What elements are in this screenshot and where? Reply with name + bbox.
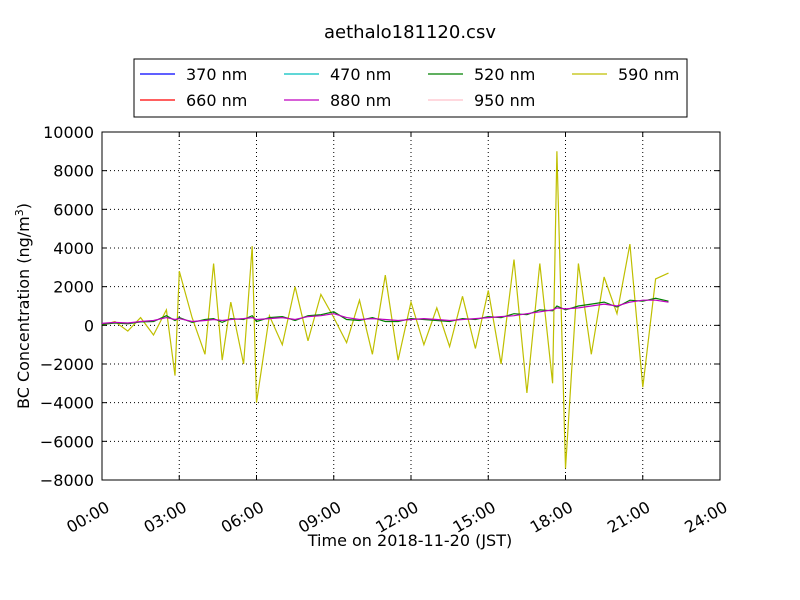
legend-label: 590 nm	[618, 65, 679, 84]
y-tick-label: 2000	[53, 278, 94, 297]
y-axis-label-main: BC Concentration (ng/m	[14, 216, 33, 409]
x-axis-label: Time on 2018-11-20 (JST)	[307, 531, 512, 550]
legend-label: 950 nm	[474, 91, 535, 110]
y-axis-ticks: 10000 8000 6000 4000 2000 0 −2000 −4000 −6000 −80…	[40, 123, 720, 490]
legend-label: 520 nm	[474, 65, 535, 84]
x-tick-label: 18:00	[527, 497, 576, 537]
x-tick-label: 24:00	[681, 497, 730, 537]
legend: 370 nm 470 nm 520 nm 590 nm 660 nm 880 nm 950 …	[133, 58, 688, 118]
y-tick-label: −8000	[40, 471, 94, 490]
chart-title: aethalo181120.csv	[324, 22, 496, 43]
grid	[102, 132, 720, 480]
y-tick-label: 4000	[53, 239, 94, 258]
y-tick-label: 6000	[53, 200, 94, 219]
y-axis-label-superscript: 3	[13, 209, 26, 216]
y-tick-label: 0	[84, 316, 94, 335]
series-lines	[101, 151, 669, 469]
legend-label: 370 nm	[186, 65, 247, 84]
x-tick-label: 06:00	[218, 497, 267, 537]
y-tick-label: −6000	[40, 432, 94, 451]
y-axis-label-end: )	[14, 203, 33, 209]
series-line-880-nm	[101, 299, 669, 324]
x-tick-label: 21:00	[604, 497, 653, 537]
x-tick-label: 03:00	[140, 497, 189, 537]
series-line-520-nm	[101, 297, 669, 325]
legend-label: 880 nm	[330, 91, 391, 110]
legend-box	[133, 58, 688, 118]
legend-label: 660 nm	[186, 91, 247, 110]
y-tick-label: −4000	[40, 394, 94, 413]
y-tick-label: −2000	[40, 355, 94, 374]
y-tick-label: 10000	[43, 123, 94, 142]
y-tick-label: 8000	[53, 162, 94, 181]
series-line-590-nm	[101, 151, 669, 469]
plot-area: 00:00 03:00 06:00 09:00 12:00 15:00 18:00 21:00…	[40, 123, 731, 537]
legend-label: 470 nm	[330, 65, 391, 84]
x-tick-label: 00:00	[63, 497, 112, 537]
y-axis-label: BC Concentration (ng/m3)	[13, 203, 33, 409]
